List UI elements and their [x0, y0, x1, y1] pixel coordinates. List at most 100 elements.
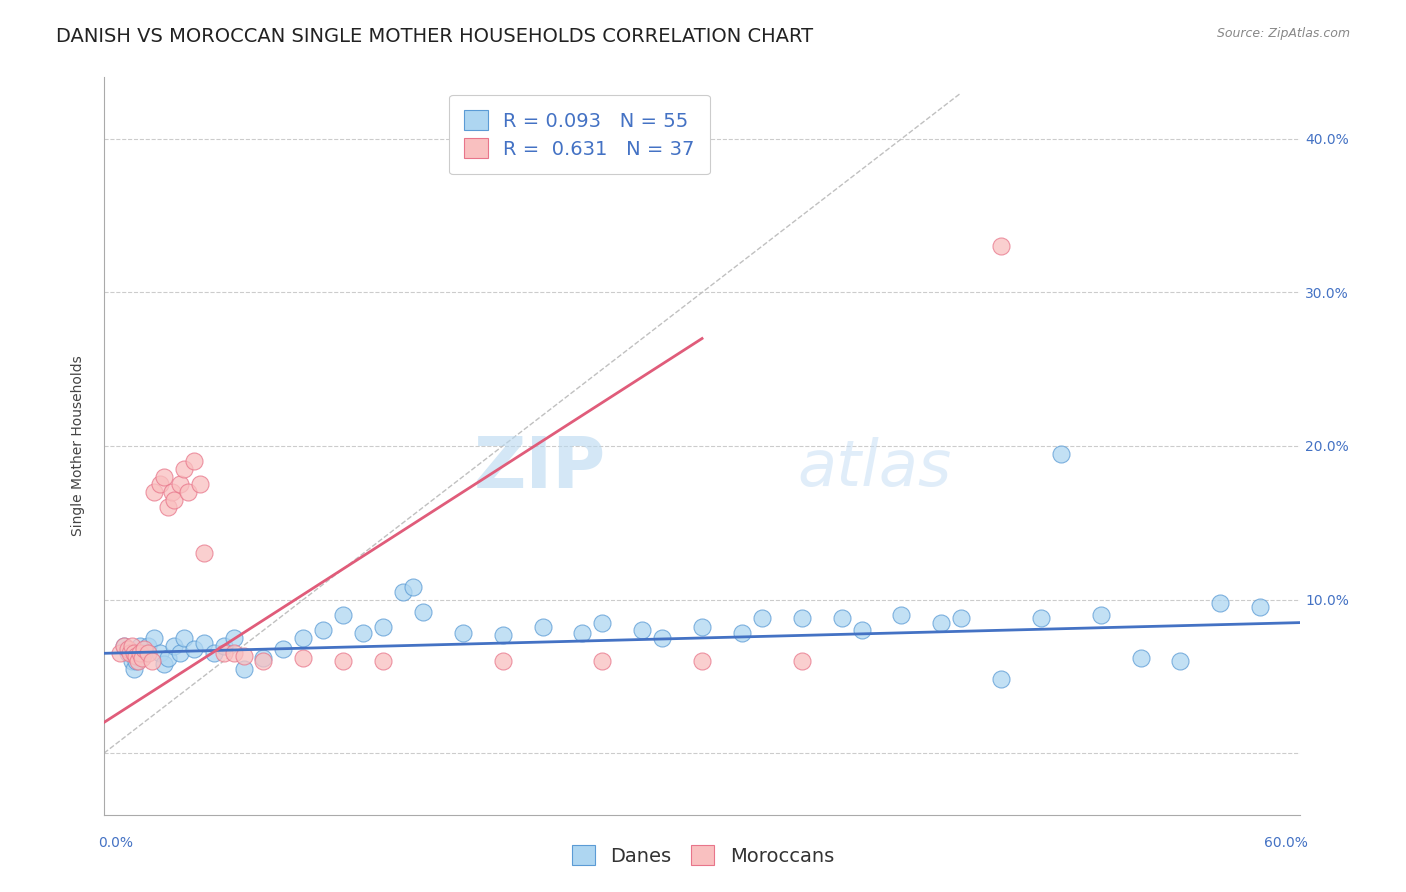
Point — [731, 626, 754, 640]
Text: atlas: atlas — [797, 437, 952, 500]
Point — [790, 654, 813, 668]
Point — [929, 615, 952, 630]
Point — [990, 673, 1012, 687]
Point — [492, 628, 515, 642]
Point — [451, 626, 474, 640]
Point — [152, 469, 174, 483]
Point — [173, 631, 195, 645]
Point — [193, 547, 215, 561]
Point — [128, 639, 150, 653]
Text: 60.0%: 60.0% — [1264, 836, 1308, 850]
Point — [149, 646, 172, 660]
Point — [136, 646, 159, 660]
Point — [690, 654, 713, 668]
Legend: Danes, Moroccans: Danes, Moroccans — [564, 838, 842, 873]
Point — [118, 646, 141, 660]
Point — [371, 654, 394, 668]
Point — [252, 654, 274, 668]
Point — [492, 654, 515, 668]
Point — [252, 651, 274, 665]
Point — [142, 485, 165, 500]
Point — [371, 620, 394, 634]
Point — [1029, 611, 1052, 625]
Point — [183, 641, 205, 656]
Point — [222, 646, 245, 660]
Point — [188, 477, 211, 491]
Point — [651, 631, 673, 645]
Text: DANISH VS MOROCCAN SINGLE MOTHER HOUSEHOLDS CORRELATION CHART: DANISH VS MOROCCAN SINGLE MOTHER HOUSEHO… — [56, 27, 813, 45]
Point — [571, 626, 593, 640]
Point — [292, 631, 315, 645]
Point — [156, 500, 179, 515]
Point — [1170, 654, 1192, 668]
Point — [1050, 447, 1073, 461]
Point — [831, 611, 853, 625]
Point — [122, 646, 145, 660]
Point — [131, 651, 153, 665]
Point — [412, 605, 434, 619]
Point — [990, 239, 1012, 253]
Point — [950, 611, 973, 625]
Point — [232, 649, 254, 664]
Point — [352, 626, 374, 640]
Point — [117, 641, 139, 656]
Point — [177, 485, 200, 500]
Point — [591, 654, 613, 668]
Point — [160, 485, 183, 500]
Point — [142, 631, 165, 645]
Point — [121, 654, 143, 668]
Point — [402, 580, 425, 594]
Point — [751, 611, 773, 625]
Point — [163, 492, 186, 507]
Point — [183, 454, 205, 468]
Y-axis label: Single Mother Households: Single Mother Households — [72, 356, 86, 536]
Point — [392, 585, 415, 599]
Legend: R = 0.093   N = 55, R =  0.631   N = 37: R = 0.093 N = 55, R = 0.631 N = 37 — [449, 95, 710, 175]
Point — [141, 654, 163, 668]
Point — [1129, 651, 1152, 665]
Point — [163, 639, 186, 653]
Point — [591, 615, 613, 630]
Point — [169, 646, 191, 660]
Point — [149, 477, 172, 491]
Point — [690, 620, 713, 634]
Point — [122, 662, 145, 676]
Point — [202, 646, 225, 660]
Point — [112, 639, 135, 653]
Point — [332, 607, 354, 622]
Point — [121, 639, 143, 653]
Text: Source: ZipAtlas.com: Source: ZipAtlas.com — [1216, 27, 1350, 40]
Point — [125, 654, 148, 668]
Point — [631, 624, 654, 638]
Point — [212, 639, 235, 653]
Point — [156, 651, 179, 665]
Point — [132, 641, 155, 656]
Point — [1209, 596, 1232, 610]
Point — [117, 646, 139, 660]
Point — [152, 657, 174, 671]
Point — [232, 662, 254, 676]
Point — [332, 654, 354, 668]
Point — [531, 620, 554, 634]
Point — [1249, 600, 1271, 615]
Point — [108, 646, 131, 660]
Text: ZIP: ZIP — [474, 434, 606, 502]
Point — [273, 641, 295, 656]
Point — [127, 654, 149, 668]
Point — [125, 649, 148, 664]
Point — [173, 462, 195, 476]
Point — [193, 635, 215, 649]
Point — [128, 646, 150, 660]
Point — [1090, 607, 1112, 622]
Point — [790, 611, 813, 625]
Point — [222, 631, 245, 645]
Point — [169, 477, 191, 491]
Point — [112, 639, 135, 653]
Point — [136, 639, 159, 653]
Point — [212, 646, 235, 660]
Point — [851, 624, 873, 638]
Point — [132, 646, 155, 660]
Point — [312, 624, 335, 638]
Point — [292, 651, 315, 665]
Point — [890, 607, 912, 622]
